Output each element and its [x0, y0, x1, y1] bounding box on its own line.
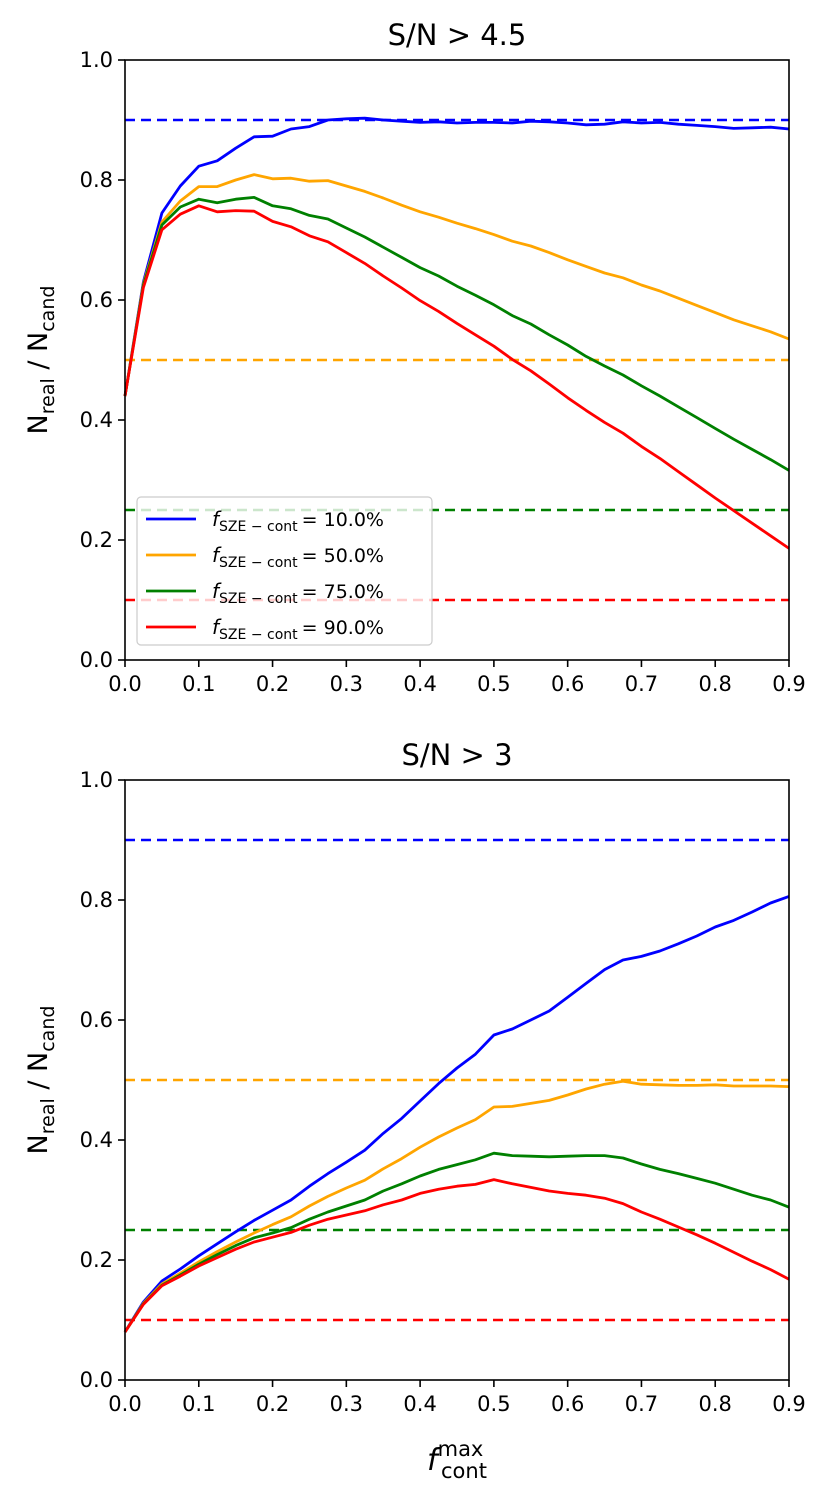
series-line-blue — [123, 895, 790, 1333]
x-tick-label: 0.2 — [256, 1392, 289, 1416]
legend-box — [136, 496, 433, 646]
panel-bottom: S/N > 3 Nreal / Ncand 0.0 0.1 0.2 0.3 0.4 0.5… — [23, 738, 806, 1483]
x-tick-label: 0.9 — [772, 1392, 805, 1416]
ylabel-sub-cand: cand — [37, 1006, 59, 1052]
x-tick-label: 0.8 — [699, 672, 732, 696]
legend-label-orange: fSZE − cont = 50.0% — [212, 543, 384, 571]
series-line-red — [123, 204, 790, 550]
panel-bottom-ylabel: Nreal / Ncand — [23, 1006, 59, 1155]
y-tick-label: 0.6 — [80, 1008, 113, 1032]
y-tick-label: 0.0 — [80, 1368, 113, 1392]
y-tick-label: 0.2 — [80, 1248, 113, 1272]
panel-bottom-series — [123, 895, 790, 1333]
ylabel-n: N — [23, 414, 54, 434]
y-tick-label: 0.2 — [80, 528, 113, 552]
x-tick-label: 0.2 — [256, 672, 289, 696]
x-tick-label: 0.0 — [108, 672, 141, 696]
x-tick-label: 0.4 — [403, 672, 436, 696]
series-line-orange — [123, 1079, 790, 1333]
panel-top-axes — [124, 59, 790, 661]
x-tick-label: 0.6 — [551, 672, 584, 696]
panel-top-title: S/N > 4.5 — [388, 18, 527, 52]
xlabel-sup: max — [438, 1437, 483, 1461]
y-tick-label: 0.0 — [80, 648, 113, 672]
svg-text:Nreal / Ncand: Nreal / Ncand — [23, 286, 59, 435]
x-tick-label: 0.5 — [477, 1392, 510, 1416]
ylabel-mid: / N — [23, 1052, 54, 1098]
series-line-blue — [123, 116, 790, 397]
x-tick-label: 0.9 — [772, 672, 805, 696]
ylabel-sub-cand: cand — [37, 286, 59, 332]
panel-bottom-xticks: 0.0 0.1 0.2 0.3 0.4 0.5 0.6 0.7 0.8 0.9 — [108, 1380, 806, 1416]
panel-bottom-gridlines — [125, 838, 789, 1322]
panel-bottom-title: S/N > 3 — [401, 738, 512, 772]
x-tick-label: 0.6 — [551, 1392, 584, 1416]
series-line-green — [123, 1151, 790, 1333]
legend-label-green: fSZE − cont = 75.0% — [212, 579, 384, 607]
series-line-red — [123, 1178, 790, 1333]
x-tick-label: 0.4 — [403, 1392, 436, 1416]
x-tick-label: 0.5 — [477, 672, 510, 696]
ylabel-sub-real: real — [37, 1098, 59, 1134]
x-tick-label: 0.3 — [330, 672, 363, 696]
x-tick-label: 0.3 — [330, 1392, 363, 1416]
panel-bottom-axes — [124, 779, 790, 1381]
y-tick-label: 0.8 — [80, 888, 113, 912]
x-tick-label: 0.0 — [108, 1392, 141, 1416]
series-line-orange — [123, 173, 790, 397]
ylabel-sub-real: real — [37, 378, 59, 414]
panel-top: S/N > 4.5 Nreal / Ncand 0.0 0.1 0.2 0.3 0.4 0… — [23, 18, 806, 696]
x-tick-label: 0.1 — [182, 1392, 215, 1416]
panel-bottom-yticks: 0.0 0.2 0.4 0.6 0.8 1.0 — [80, 768, 125, 1392]
panel-top-yticks: 0.0 0.2 0.4 0.6 0.8 1.0 — [80, 48, 125, 672]
panel-top-ylabel: Nreal / Ncand — [23, 286, 59, 435]
xlabel-sub: cont — [441, 1459, 487, 1483]
ylabel-mid: / N — [23, 332, 54, 378]
ylabel-n: N — [23, 1134, 54, 1154]
panel-top-series — [123, 116, 790, 550]
y-tick-label: 0.4 — [80, 1128, 113, 1152]
x-axis-label: fmax cont — [427, 1437, 487, 1483]
x-tick-label: 0.1 — [182, 672, 215, 696]
panel-top-xticks: 0.0 0.1 0.2 0.3 0.4 0.5 0.6 0.7 0.8 0.9 — [108, 660, 806, 696]
svg-text:Nreal / Ncand: Nreal / Ncand — [23, 1006, 59, 1155]
series-line-green — [123, 195, 790, 472]
y-tick-label: 1.0 — [80, 768, 113, 792]
legend: fSZE − cont = 10.0% fSZE − cont = 50.0% fSZE… — [136, 496, 433, 646]
legend-label-blue: fSZE − cont = 10.0% — [212, 507, 384, 535]
x-tick-label: 0.7 — [625, 672, 658, 696]
x-tick-label: 0.7 — [625, 1392, 658, 1416]
x-tick-label: 0.8 — [699, 1392, 732, 1416]
y-tick-label: 0.4 — [80, 408, 113, 432]
panel-top-gridlines — [125, 118, 789, 602]
y-tick-label: 0.8 — [80, 168, 113, 192]
legend-label-red: fSZE − cont = 90.0% — [212, 615, 384, 643]
y-tick-label: 0.6 — [80, 288, 113, 312]
y-tick-label: 1.0 — [80, 48, 113, 72]
